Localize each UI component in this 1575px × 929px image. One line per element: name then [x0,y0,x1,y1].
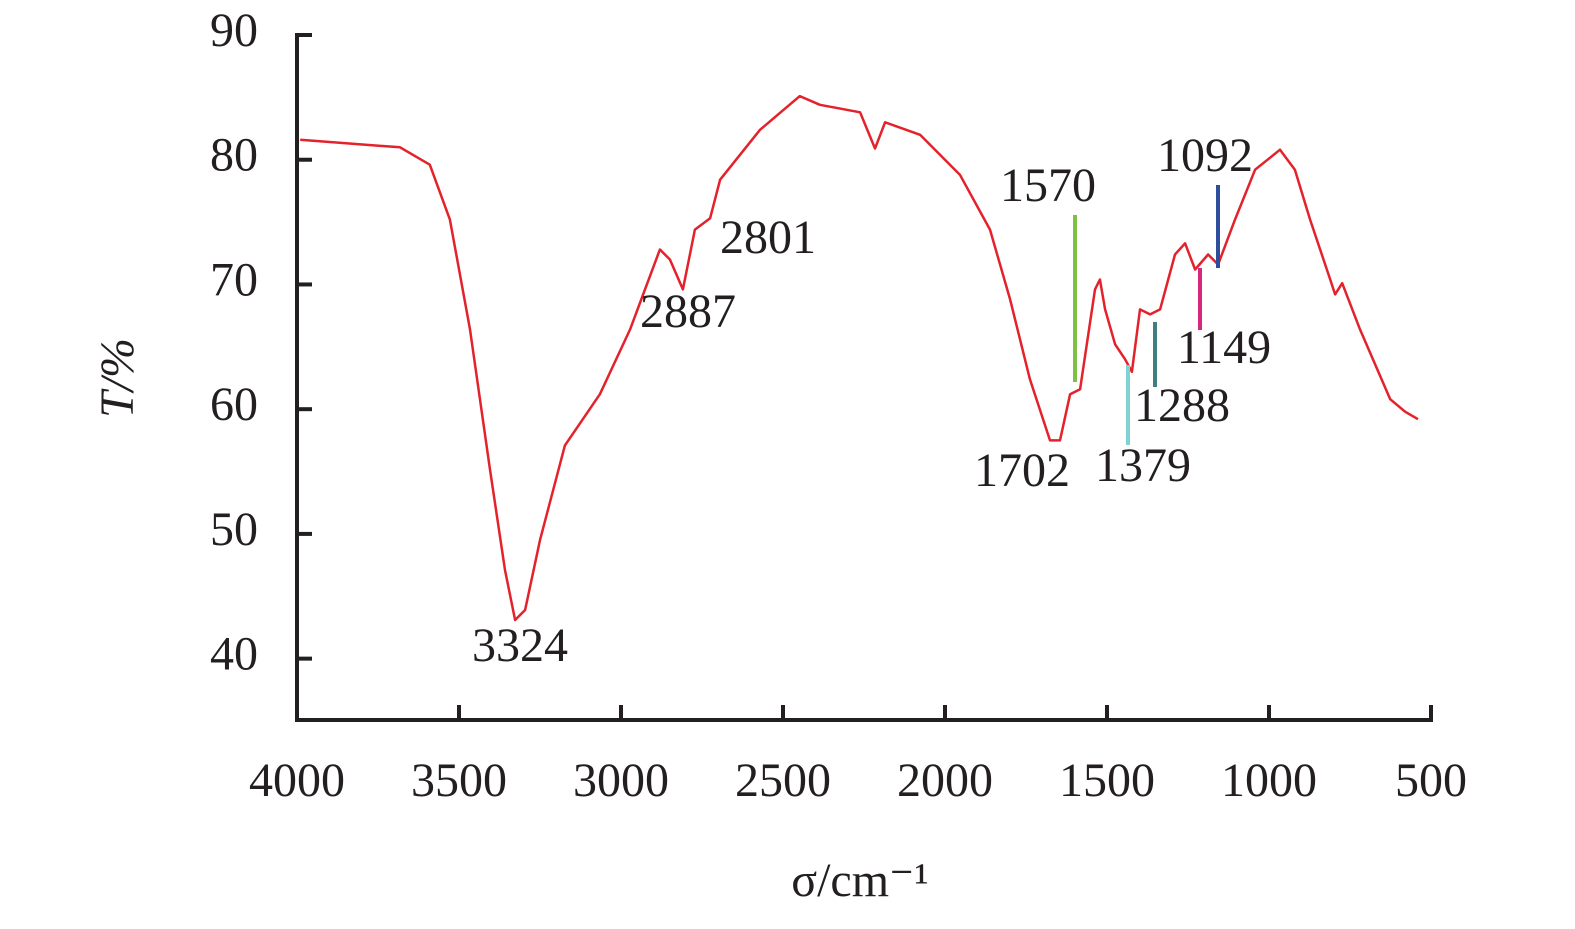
peak-label: 1570 [1000,159,1096,212]
spectrum-line [300,94,1419,622]
peak-label: 1379 [1095,439,1191,492]
y-tick-label: 40 [210,628,258,681]
peak-label: 2887 [640,285,736,338]
peak-label: 1288 [1134,379,1230,432]
y-tick-label: 70 [210,253,258,306]
x-tick-label: 1500 [1059,754,1155,807]
peak-label: 1149 [1177,321,1271,374]
x-tick-label: 2500 [735,754,831,807]
x-tick-label: 3500 [411,754,507,807]
peak-label: 2801 [720,211,816,264]
y-axis-label: T/% [91,338,144,418]
x-tick-label: 1000 [1221,754,1317,807]
y-tick-label: 60 [210,378,258,431]
x-tick-label: 500 [1395,754,1467,807]
x-tick-label: 3000 [573,754,669,807]
peak-label: 3324 [472,619,568,672]
y-tick-label: 50 [210,503,258,556]
peak-label: 1092 [1157,129,1253,182]
y-tick-label: 90 [210,4,258,57]
peak-label: 1702 [974,444,1070,497]
y-tick-label: 80 [210,129,258,182]
x-tick-label: 4000 [249,754,345,807]
x-axis-label: σ/cm⁻¹ [791,854,929,907]
x-tick-label: 2000 [897,754,993,807]
